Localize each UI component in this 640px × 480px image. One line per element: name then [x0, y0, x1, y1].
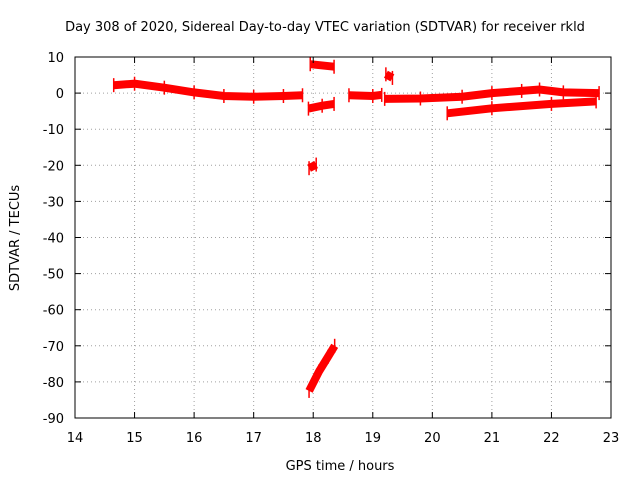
y-tick-label: -70: [43, 340, 64, 355]
y-axis-label: SDTVAR / TECUs: [8, 185, 23, 292]
y-tick-label: -10: [43, 123, 64, 138]
x-tick-label: 16: [186, 431, 203, 446]
y-tick-label: 0: [56, 87, 64, 102]
y-tick-label: -30: [43, 195, 64, 210]
series-arc-1: [113, 79, 303, 101]
x-tick-label: 19: [365, 431, 382, 446]
series-arc-6: [348, 90, 383, 101]
x-tick-label: 20: [424, 431, 441, 446]
y-tick-label: 10: [47, 51, 64, 66]
x-axis-label: GPS time / hours: [286, 459, 395, 474]
data-series: [112, 57, 600, 398]
chart-title: Day 308 of 2020, Sidereal Day-to-day VTE…: [65, 20, 585, 35]
y-tick-label: -90: [43, 412, 64, 427]
x-tick-label: 18: [305, 431, 322, 446]
x-tick-label: 17: [245, 431, 262, 446]
x-tick-label: 15: [126, 431, 143, 446]
series-arc-5: [305, 343, 339, 393]
axis-ticks: 14 15 16 17 18 19 20 21 22 23 10 0 -10 -20 -30 -40 -50 -6…: [43, 51, 620, 446]
series-arc-7: [383, 70, 395, 82]
x-tick-label: 14: [67, 431, 84, 446]
series-arc-2: [309, 60, 335, 71]
series-arc-3: [307, 99, 335, 113]
series-arc-4: [307, 161, 319, 172]
y-tick-label: -80: [43, 376, 64, 391]
x-tick-label: 23: [603, 431, 620, 446]
x-tick-label: 21: [484, 431, 501, 446]
series-arc-9: [446, 97, 597, 118]
series-arc-8: [384, 85, 600, 103]
grid: [75, 57, 611, 418]
x-tick-label: 22: [543, 431, 560, 446]
y-tick-label: -20: [43, 159, 64, 174]
y-tick-label: -40: [43, 232, 64, 247]
y-tick-label: -60: [43, 304, 64, 319]
y-tick-label: -50: [43, 268, 64, 283]
